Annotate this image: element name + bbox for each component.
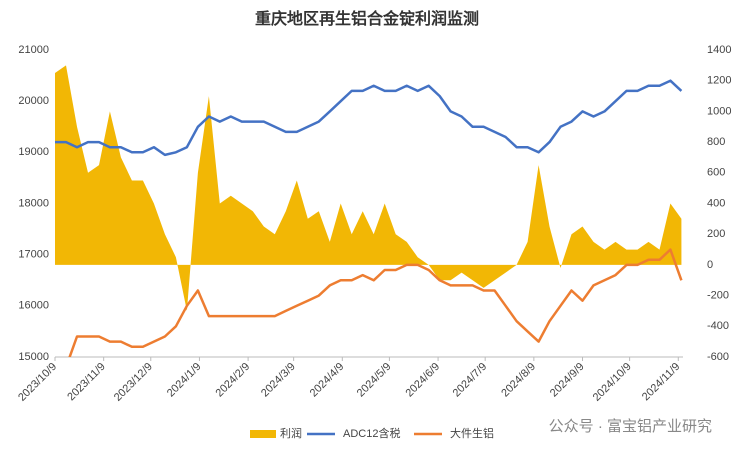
y2-tick-label: 600 [707, 167, 725, 179]
y2-tick-label: 0 [707, 259, 713, 271]
y-tick-label: 21000 [18, 44, 49, 56]
x-tick-label: 2023/10/9 [16, 361, 59, 404]
x-tick-label: 2024/9/9 [548, 361, 587, 400]
x-tick-label: 2024/1/9 [165, 361, 204, 400]
profit-area [55, 65, 682, 311]
y2-tick-label: 1400 [707, 44, 731, 56]
x-tick-label: 2023/11/9 [65, 361, 108, 404]
y-tick-label: 18000 [18, 197, 49, 209]
legend-label: 大件生铝 [450, 426, 494, 440]
x-tick-label: 2024/8/9 [499, 361, 538, 400]
plot-area [55, 65, 683, 357]
x-tick-label: 2024/3/9 [259, 361, 298, 400]
x-tick-label: 2024/4/9 [308, 361, 347, 400]
x-tick-label: 2024/11/9 [640, 361, 683, 404]
legend-label: ADC12含税 [343, 426, 400, 440]
y-tick-label: 20000 [18, 95, 49, 107]
watermark: 公众号 · 富宝铝产业研究 [549, 417, 712, 435]
x-tick-label: 2024/7/9 [451, 361, 490, 400]
y2-tick-label: 200 [707, 228, 725, 240]
y-tick-label: 19000 [18, 146, 49, 158]
series-line [68, 248, 683, 357]
x-tick-label: 2023/12/9 [112, 361, 155, 404]
x-tick-label: 2024/10/9 [591, 361, 634, 404]
legend-label: 利润 [280, 426, 302, 440]
legend-swatch [250, 430, 276, 438]
y2-tick-label: 1200 [707, 75, 731, 87]
y2-tick-label: 400 [707, 197, 725, 209]
y-tick-label: 16000 [18, 300, 49, 312]
y2-tick-label: -200 [707, 290, 729, 302]
x-tick-label: 2024/5/9 [355, 361, 394, 400]
y2-tick-label: -600 [707, 351, 729, 363]
y-tick-label: 15000 [18, 351, 49, 363]
y2-tick-label: -400 [707, 320, 729, 332]
x-tick-label: 2024/6/9 [403, 361, 442, 400]
chart-title: 重庆地区再生铝合金锭利润监测 [255, 9, 479, 28]
y-tick-label: 17000 [18, 249, 49, 261]
x-tick-label: 2024/2/9 [214, 361, 253, 400]
y2-tick-label: 1000 [707, 105, 731, 117]
series-line [55, 79, 683, 157]
y2-tick-label: 800 [707, 136, 725, 148]
